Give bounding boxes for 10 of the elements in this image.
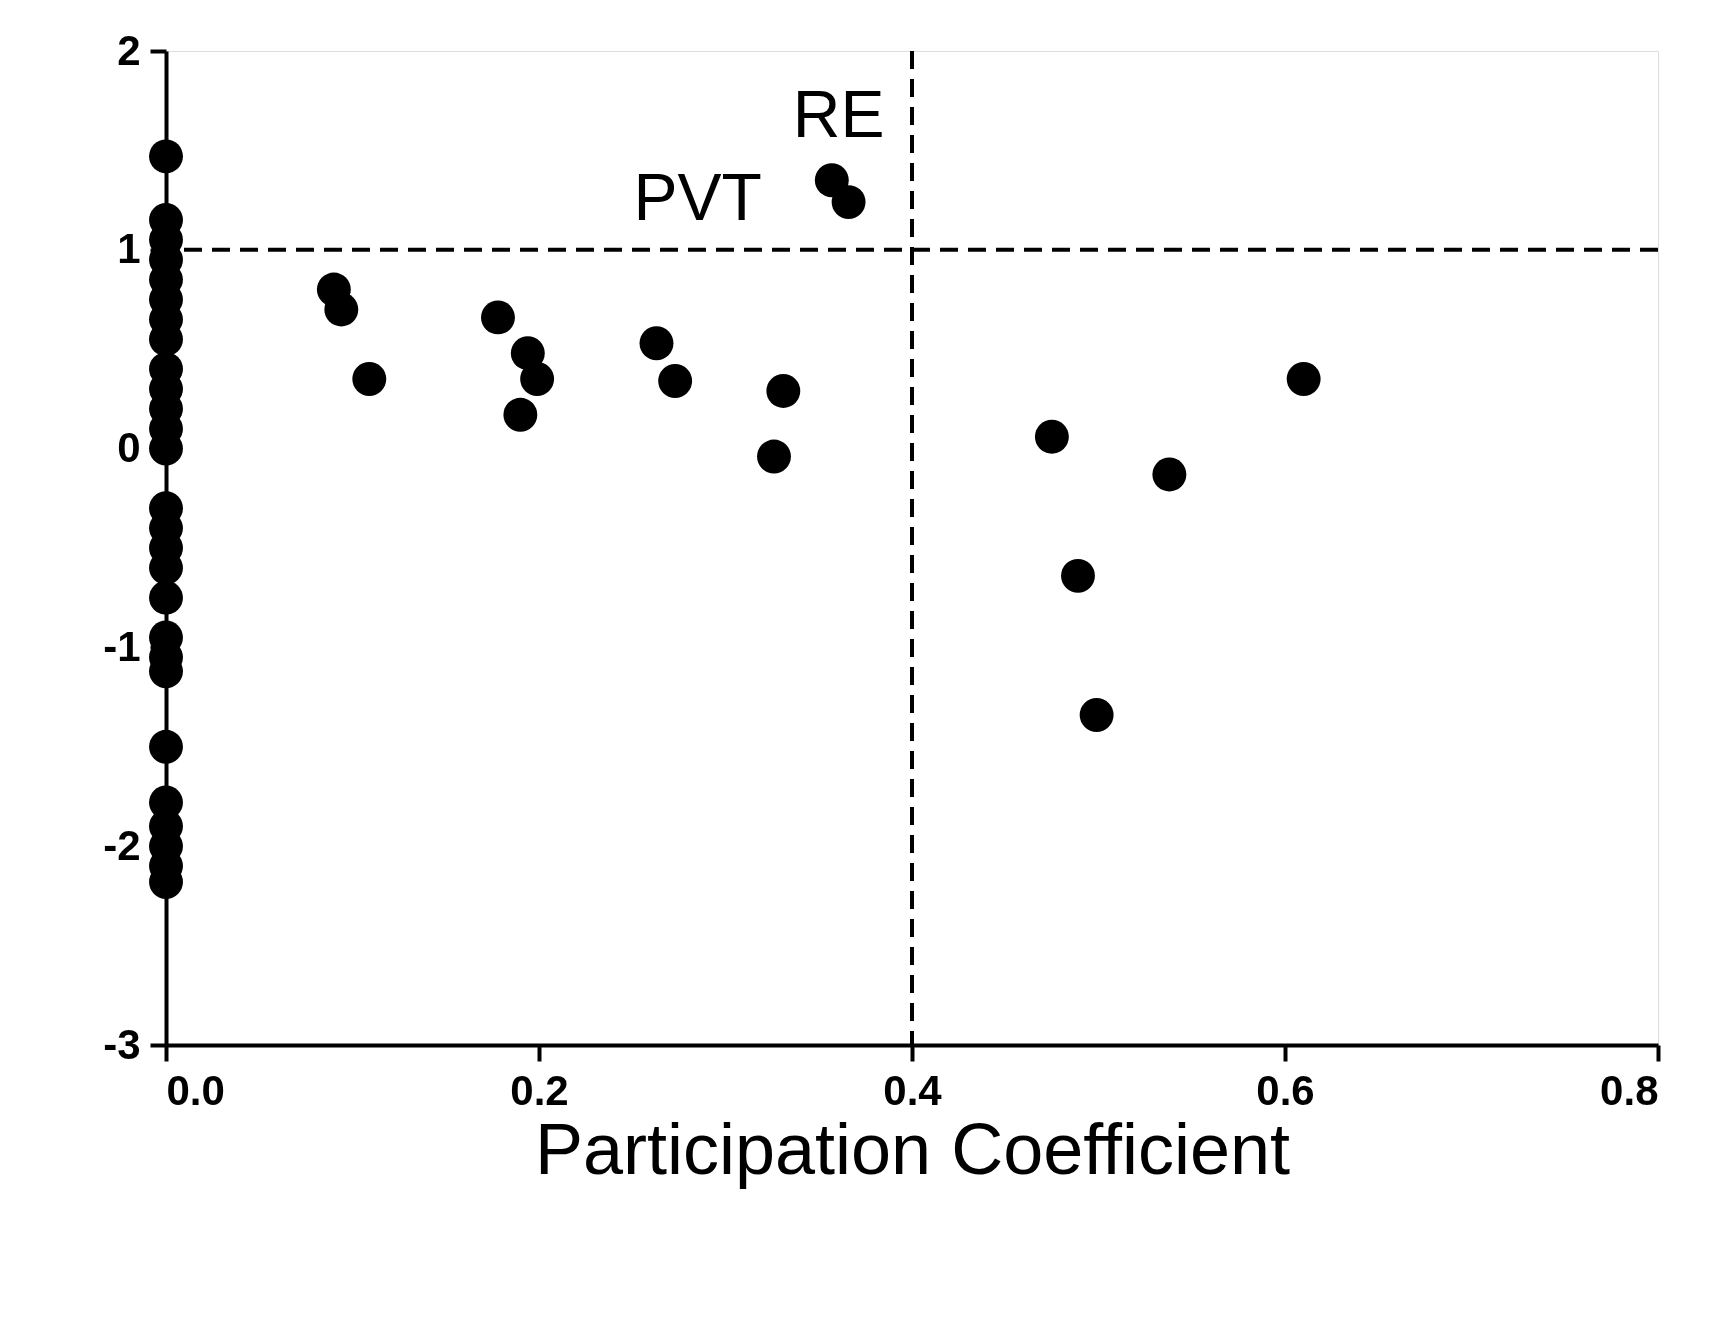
y-tick-label: 2 (117, 26, 141, 74)
annotation: RE (792, 77, 885, 152)
y-tick-label: -3 (103, 1020, 141, 1068)
y-tick-label: 0 (117, 424, 141, 472)
x-tick-label: 0.8 (1600, 1066, 1659, 1114)
y-tick-label: -1 (103, 622, 141, 670)
y-tick-label: 1 (117, 225, 141, 273)
annotation: PVT (633, 160, 762, 235)
x-tick-label: 0.0 (166, 1066, 225, 1114)
y-tick-label: -2 (103, 821, 141, 869)
